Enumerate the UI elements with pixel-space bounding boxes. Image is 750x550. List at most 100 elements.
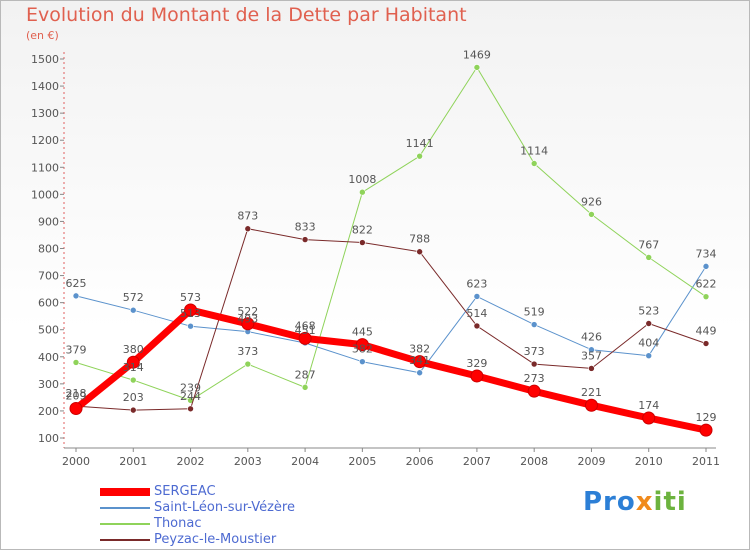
legend-item: Peyzac-le-Moustier — [100, 532, 360, 548]
data-point — [416, 369, 423, 377]
y-tick-label: 1500 — [31, 53, 59, 66]
legend-swatch — [100, 539, 150, 541]
data-point — [187, 322, 194, 330]
data-label: 203 — [123, 391, 144, 404]
data-point — [244, 360, 252, 368]
data-label: 382 — [352, 343, 373, 356]
data-label: 373 — [237, 345, 258, 358]
data-point — [359, 358, 366, 365]
data-label: 218 — [66, 387, 87, 400]
y-tick-label: 1100 — [31, 161, 59, 174]
data-label: 734 — [696, 247, 717, 260]
data-label: 1114 — [520, 144, 548, 157]
data-point — [588, 365, 595, 372]
data-point — [645, 320, 653, 327]
data-point — [588, 346, 595, 354]
chart-legend: SERGEAC Saint-Léon-sur-Vézère Thonac Peyzac… — [100, 484, 360, 548]
chart-lines — [69, 64, 713, 437]
data-label: 221 — [581, 386, 602, 399]
series-1 — [72, 64, 710, 404]
logo-part-1: Pro — [583, 487, 636, 517]
data-label: 873 — [237, 210, 258, 223]
y-tick-label: 1000 — [31, 188, 59, 201]
x-tick-label: 2001 — [119, 455, 147, 468]
data-label: 329 — [466, 357, 487, 370]
data-point — [301, 384, 309, 391]
data-point — [645, 352, 653, 360]
data-label: 514 — [466, 307, 487, 320]
series-line — [75, 66, 707, 401]
y-tick-label: 800 — [38, 243, 59, 256]
legend-label: Thonac — [154, 516, 202, 531]
data-point — [702, 293, 710, 300]
data-label: 451 — [295, 324, 316, 337]
data-point — [413, 355, 427, 369]
data-label: 622 — [696, 278, 717, 291]
data-label: 239 — [180, 381, 201, 394]
proxiti-logo: Proxiti — [583, 487, 687, 517]
data-point — [72, 359, 80, 366]
y-tick-label: 1300 — [31, 107, 59, 120]
data-point — [699, 423, 713, 437]
data-point — [702, 340, 710, 347]
data-label: 380 — [123, 343, 144, 356]
data-label: 623 — [466, 277, 487, 290]
x-tick-label: 2002 — [177, 455, 205, 468]
data-label: 357 — [581, 349, 602, 362]
data-label: 522 — [237, 305, 258, 318]
logo-part-2: x — [635, 487, 654, 517]
data-point — [588, 211, 595, 218]
data-point — [473, 293, 481, 300]
legend-item: Saint-Léon-sur-Vézère — [100, 500, 360, 516]
data-point — [129, 376, 137, 384]
data-label: 523 — [638, 304, 659, 317]
data-point — [359, 188, 366, 196]
data-label: 926 — [581, 195, 602, 208]
legend-item: SERGEAC — [100, 484, 360, 500]
y-tick-label: 500 — [38, 324, 59, 337]
data-point — [301, 236, 309, 243]
data-label: 426 — [581, 331, 602, 344]
data-label: 341 — [409, 354, 430, 367]
legend-item: Thonac — [100, 516, 360, 532]
y-tick-label: 900 — [38, 215, 59, 228]
data-label: 573 — [180, 291, 201, 304]
series-2 — [72, 225, 710, 414]
data-label: 382 — [409, 343, 430, 356]
data-point — [642, 411, 656, 425]
data-point — [244, 225, 252, 233]
data-point — [129, 406, 137, 414]
data-label: 287 — [295, 368, 316, 381]
chart-axes: 100 200 300 400 500 600 700 800 900 1000 1100 1200 1… — [31, 52, 720, 468]
data-label: 449 — [696, 325, 717, 338]
chart-subtitle: (en €) — [26, 29, 59, 42]
data-point — [416, 152, 423, 160]
x-tick-label: 2000 — [62, 455, 90, 468]
data-point — [184, 303, 198, 317]
data-point — [473, 322, 481, 330]
data-label: 314 — [123, 361, 144, 374]
legend-label: SERGEAC — [154, 484, 216, 499]
data-point — [355, 338, 369, 352]
legend-label: Peyzac-le-Moustier — [154, 532, 277, 547]
series-0 — [72, 263, 710, 377]
legend-swatch — [100, 523, 150, 525]
x-tick-label: 2003 — [234, 455, 262, 468]
data-label: 273 — [524, 372, 545, 385]
data-label: 244 — [180, 390, 201, 403]
data-point — [530, 160, 538, 167]
legend-label: Saint-Léon-sur-Vézère — [154, 500, 295, 515]
legend-swatch — [100, 507, 150, 509]
series-line — [75, 228, 707, 411]
data-label: 513 — [180, 307, 201, 320]
data-point — [530, 360, 538, 368]
line-chart: 100 200 300 400 500 600 700 800 900 1000 1100 1200 1… — [31, 48, 720, 468]
data-point — [584, 398, 598, 412]
x-tick-label: 2010 — [635, 455, 663, 468]
data-label: 1008 — [348, 173, 376, 186]
data-label: 788 — [409, 233, 430, 246]
data-label: 519 — [524, 306, 545, 319]
data-label: 625 — [66, 277, 87, 290]
